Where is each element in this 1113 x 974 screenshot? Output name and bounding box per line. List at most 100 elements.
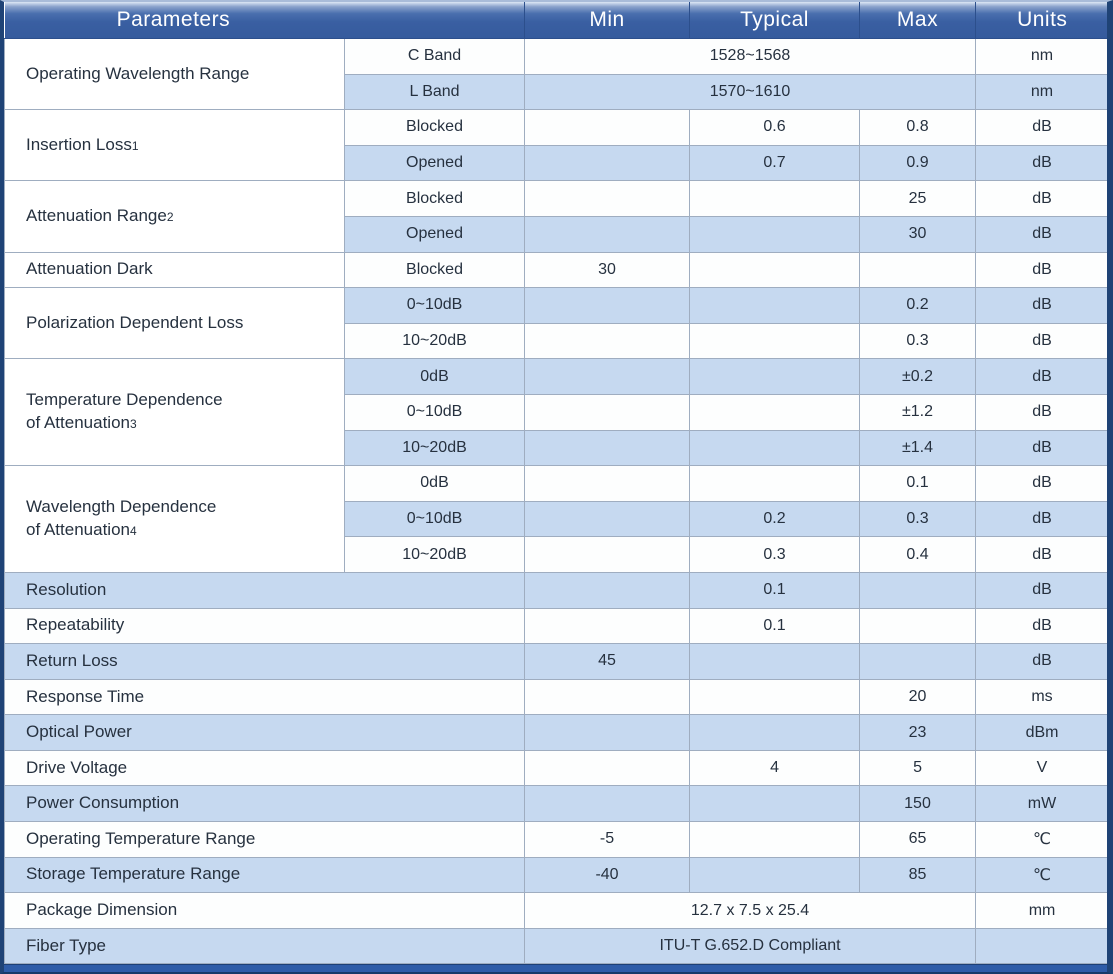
max-value-cell: 5 — [859, 749, 977, 787]
parameter-label: Insertion Loss — [26, 134, 132, 154]
parameter-cell: Temperature Dependence of Attenuation3 — [4, 358, 345, 467]
table-row: Repeatability 0.1 dB — [4, 607, 1107, 645]
max-value-cell: 30 — [859, 215, 977, 253]
typical-value-cell — [689, 465, 861, 502]
max-value-cell: 0.9 — [859, 144, 977, 182]
table-row: Attenuation Dark Blocked 30 dB — [4, 251, 1107, 289]
table-row: Drive Voltage 4 5 V — [4, 749, 1107, 787]
parameter-cell: Power Consumption — [4, 785, 526, 823]
typical-value-cell: 0.6 — [689, 109, 861, 146]
table-row: Response Time 20 ms — [4, 678, 1107, 716]
units-cell: nm — [975, 38, 1107, 75]
table-row: Return Loss 45 dB — [4, 643, 1107, 680]
units-cell: dB — [975, 429, 1107, 467]
footnote-marker: 3 — [129, 417, 137, 432]
typical-value-cell — [689, 678, 861, 716]
parameter-cell: Fiber Type — [4, 927, 526, 965]
sub-parameter-cell: 0dB — [343, 465, 526, 502]
typical-value-cell — [689, 785, 861, 823]
units-cell: dB — [975, 144, 1107, 182]
typical-value-cell — [689, 856, 861, 894]
parameter-cell: Storage Temperature Range — [4, 856, 526, 894]
header-cell-min: Min — [524, 2, 690, 39]
header-cell-parameters: Parameters — [4, 2, 525, 39]
max-value-cell — [859, 643, 977, 680]
sub-parameter-cell: Blocked — [343, 180, 526, 217]
table-row: Temperature Dependence of Attenuation3 0dB… — [4, 358, 1107, 467]
parameter-label: Power Consumption — [26, 793, 180, 813]
table-row: Wavelength Dependence of Attenuation4 0dB 0… — [4, 465, 1107, 573]
min-value-cell: 45 — [524, 643, 691, 680]
parameter-cell: Operating Wavelength Range — [4, 37, 345, 111]
footnote-marker: 1 — [131, 138, 139, 153]
units-cell: dB — [975, 536, 1107, 573]
typical-value-cell — [689, 358, 861, 395]
min-value-cell: 30 — [524, 251, 691, 289]
spec-table-header: Parameters Min Typical Max Units — [4, 2, 1107, 39]
min-value-cell — [524, 714, 691, 751]
max-value-cell: ±0.2 — [859, 358, 977, 395]
typical-value-cell — [689, 821, 861, 858]
typical-value-cell — [689, 393, 861, 431]
sub-parameter-cell: 0~10dB — [343, 287, 526, 324]
sub-parameter-cell: 0~10dB — [343, 500, 526, 538]
typical-value-cell — [689, 643, 861, 680]
spec-table: Parameters Min Typical Max Units Operati… — [4, 2, 1107, 965]
parameter-label: Storage Temperature Range — [26, 864, 241, 884]
table-row: Polarization Dependent Loss 0~10dB 0.2 dB — [4, 287, 1107, 360]
sub-parameter-cell: 10~20dB — [343, 322, 526, 360]
parameter-label: Attenuation Dark — [26, 259, 153, 279]
max-value-cell: ±1.2 — [859, 393, 977, 431]
parameter-label: Operating Temperature Range — [26, 828, 256, 848]
typical-value-cell — [689, 180, 861, 217]
parameter-cell: Wavelength Dependence of Attenuation4 — [4, 465, 345, 573]
sub-parameter-cell: Opened — [343, 215, 526, 253]
parameter-label: Response Time — [26, 686, 145, 706]
max-value-cell — [859, 251, 977, 289]
min-value-cell — [524, 500, 691, 538]
min-value-cell — [524, 465, 691, 502]
min-value-cell — [524, 571, 691, 609]
parameter-cell: Repeatability — [4, 607, 526, 645]
table-row: Insertion Loss1 Blocked 0.6 0.8 dB — [4, 109, 1107, 182]
sub-parameter-cell: Opened — [343, 144, 526, 182]
units-cell: dB — [975, 322, 1107, 360]
parameter-cell: Resolution — [4, 571, 526, 609]
max-value-cell — [859, 607, 977, 645]
units-cell: dB — [975, 571, 1107, 609]
parameter-cell: Polarization Dependent Loss — [4, 287, 345, 360]
typical-value-cell — [689, 429, 861, 467]
units-cell: dB — [975, 287, 1107, 324]
parameter-label: Repeatability — [26, 615, 125, 635]
units-cell: dB — [975, 393, 1107, 431]
parameter-label: Wavelength Dependence — [26, 497, 217, 517]
parameter-label: Optical Power — [26, 722, 132, 742]
parameter-label-line2: of Attenuation — [26, 520, 130, 540]
units-cell: V — [975, 749, 1107, 787]
parameter-label: Resolution — [26, 579, 107, 599]
parameter-cell: Drive Voltage — [4, 749, 526, 787]
sub-parameter-cell: C Band — [343, 38, 526, 75]
table-row: Fiber Type ITU-T G.652.D Compliant — [4, 927, 1107, 965]
min-value-cell — [524, 678, 691, 716]
parameter-label-line2: of Attenuation — [26, 413, 130, 433]
table-row: Operating Wavelength Range C Band 1528~156… — [4, 37, 1107, 111]
max-value-cell — [859, 571, 977, 609]
spec-table-body: Operating Wavelength Range C Band 1528~156… — [4, 37, 1107, 965]
footnote-marker: 4 — [129, 524, 137, 539]
sub-parameter-cell: Blocked — [343, 109, 526, 146]
table-row: 0~10dB ±1.2 dB — [5, 393, 1107, 431]
parameter-cell: Insertion Loss1 — [4, 109, 345, 182]
parameter-label: Attenuation Range — [26, 206, 167, 225]
parameter-label: Temperature Dependence — [26, 390, 223, 410]
max-value-cell: 0.3 — [859, 322, 977, 360]
units-cell: dB — [975, 180, 1107, 217]
units-cell — [975, 927, 1107, 965]
parameter-cell: Optical Power — [4, 714, 526, 751]
merged-value-cell: 12.7 x 7.5 x 25.4 — [524, 892, 977, 929]
units-cell: ℃ — [975, 821, 1107, 858]
header-cell-units: Units — [975, 2, 1107, 39]
parameter-cell: Attenuation Range2 — [4, 180, 345, 253]
bottom-accent-bar — [4, 964, 1107, 972]
